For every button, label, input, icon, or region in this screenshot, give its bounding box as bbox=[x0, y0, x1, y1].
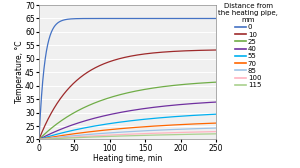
115 bbox=[55, 138, 59, 140]
100 bbox=[175, 132, 179, 134]
25 bbox=[178, 84, 182, 86]
85 bbox=[175, 128, 179, 130]
85 bbox=[55, 136, 59, 138]
115 bbox=[159, 134, 162, 136]
25 bbox=[214, 81, 218, 83]
85 bbox=[214, 127, 218, 129]
40 bbox=[37, 138, 41, 140]
Line: 40: 40 bbox=[39, 102, 216, 139]
25 bbox=[115, 95, 119, 97]
55 bbox=[109, 122, 112, 124]
40 bbox=[159, 106, 162, 108]
Line: 85: 85 bbox=[39, 128, 216, 139]
115 bbox=[214, 133, 218, 135]
85 bbox=[115, 131, 119, 133]
25 bbox=[109, 96, 112, 98]
10 bbox=[109, 60, 112, 62]
70 bbox=[214, 122, 218, 124]
55 bbox=[175, 115, 179, 117]
40 bbox=[175, 104, 179, 106]
115 bbox=[175, 134, 179, 136]
55 bbox=[159, 117, 162, 119]
70 bbox=[109, 129, 112, 131]
Line: 115: 115 bbox=[39, 134, 216, 139]
40 bbox=[214, 101, 218, 103]
10 bbox=[214, 49, 218, 51]
Line: 100: 100 bbox=[39, 132, 216, 139]
25 bbox=[175, 84, 179, 86]
100 bbox=[178, 131, 182, 133]
10 bbox=[115, 58, 119, 60]
10 bbox=[37, 138, 41, 140]
70 bbox=[159, 125, 162, 127]
0 bbox=[115, 17, 119, 19]
10 bbox=[178, 50, 182, 52]
25 bbox=[37, 138, 41, 140]
40 bbox=[55, 130, 59, 132]
0 bbox=[109, 17, 112, 19]
25 bbox=[159, 86, 162, 88]
55 bbox=[115, 121, 119, 123]
40 bbox=[115, 112, 119, 114]
70 bbox=[37, 138, 41, 140]
0 bbox=[55, 23, 59, 25]
0 bbox=[214, 17, 218, 19]
85 bbox=[109, 132, 112, 134]
0 bbox=[175, 17, 179, 19]
10 bbox=[175, 50, 179, 52]
70 bbox=[175, 124, 179, 126]
100 bbox=[159, 132, 162, 134]
55 bbox=[178, 115, 182, 117]
100 bbox=[37, 138, 41, 140]
X-axis label: Heating time, min: Heating time, min bbox=[93, 154, 162, 163]
100 bbox=[109, 134, 112, 136]
10 bbox=[55, 102, 59, 104]
Line: 55: 55 bbox=[39, 114, 216, 139]
Legend: 0, 10, 25, 40, 55, 70, 85, 100, 115: 0, 10, 25, 40, 55, 70, 85, 100, 115 bbox=[218, 2, 279, 89]
70 bbox=[178, 124, 182, 126]
0 bbox=[159, 17, 162, 19]
115 bbox=[109, 135, 112, 137]
100 bbox=[214, 131, 218, 133]
115 bbox=[178, 134, 182, 136]
85 bbox=[37, 138, 41, 140]
Line: 0: 0 bbox=[39, 18, 216, 139]
85 bbox=[159, 129, 162, 131]
40 bbox=[178, 103, 182, 106]
100 bbox=[55, 137, 59, 139]
0 bbox=[178, 17, 182, 19]
Line: 70: 70 bbox=[39, 123, 216, 139]
70 bbox=[115, 128, 119, 130]
55 bbox=[214, 113, 218, 115]
Line: 25: 25 bbox=[39, 82, 216, 139]
10 bbox=[159, 51, 162, 53]
25 bbox=[55, 123, 59, 125]
115 bbox=[115, 135, 119, 137]
55 bbox=[55, 133, 59, 135]
Y-axis label: Temperature, °C: Temperature, °C bbox=[15, 41, 24, 103]
85 bbox=[178, 128, 182, 130]
40 bbox=[109, 113, 112, 115]
115 bbox=[37, 138, 41, 140]
100 bbox=[115, 134, 119, 136]
55 bbox=[37, 138, 41, 140]
70 bbox=[55, 135, 59, 137]
0 bbox=[37, 138, 41, 140]
Line: 10: 10 bbox=[39, 50, 216, 139]
